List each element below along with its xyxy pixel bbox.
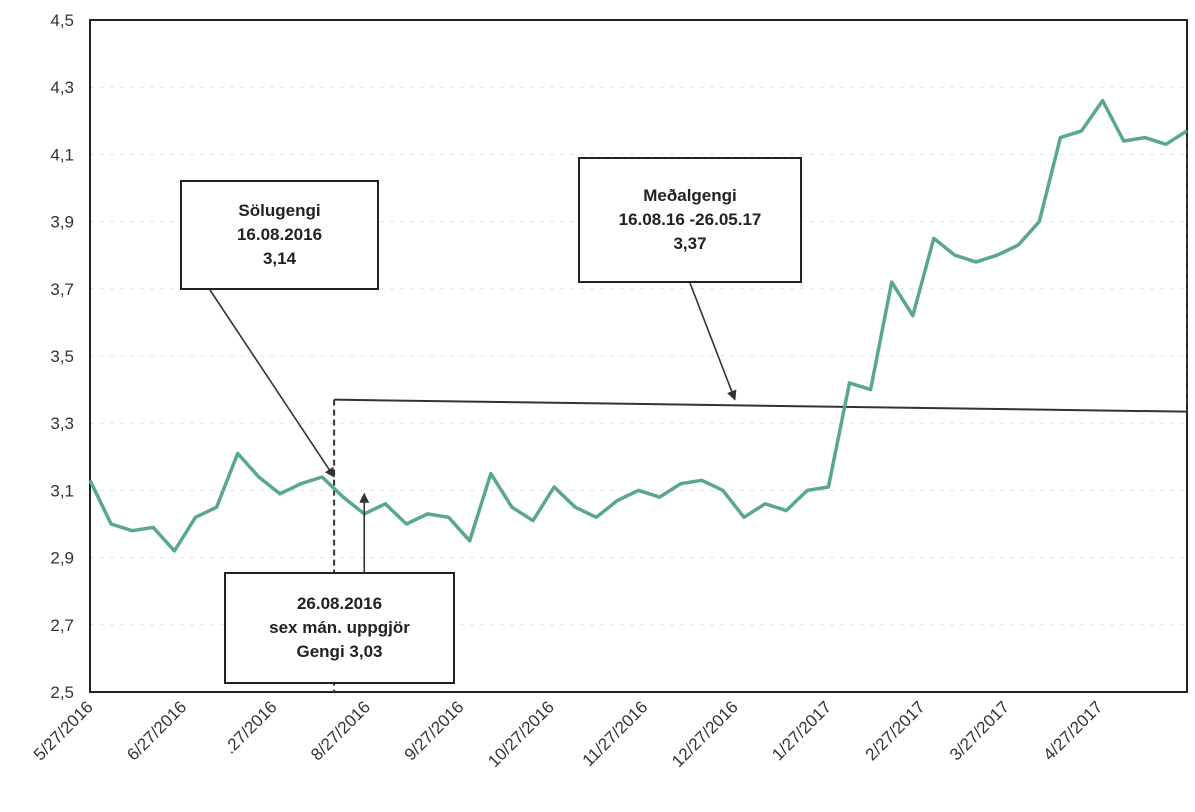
sale-rate-callout: Sölugengi 16.08.2016 3,14 xyxy=(180,180,379,290)
y-tick-label: 3,7 xyxy=(50,280,74,299)
x-tick-label: 8/27/2016 xyxy=(307,697,374,764)
y-tick-label: 4,5 xyxy=(50,11,74,30)
half-year-report-callout: 26.08.2016 sex mán. uppgjör Gengi 3,03 xyxy=(224,572,455,684)
callout-line: 16.08.2016 xyxy=(236,225,323,244)
x-tick-label: 3/27/2017 xyxy=(946,697,1013,764)
plot-area xyxy=(89,19,1188,693)
average-rate-line xyxy=(334,398,1188,413)
x-tick-label: 4/27/2017 xyxy=(1040,697,1107,764)
x-tick-label: 12/27/2016 xyxy=(668,697,742,771)
y-tick-label: 3,3 xyxy=(50,414,74,433)
y-tick-label: 2,5 xyxy=(50,683,74,702)
callout-line: 16.08.16 -26.05.17 xyxy=(618,210,762,229)
y-axis: 2,5 2,7 2,9 3,1 3,3 3,5 3,7 3,9 4,1 4,3 4,5 xyxy=(50,11,74,702)
average-rate-callout: Meðalgengi 16.08.16 -26.05.17 3,37 xyxy=(578,157,802,283)
callout-line: 26.08.2016 xyxy=(296,594,383,613)
x-tick-label: 11/27/2016 xyxy=(579,697,652,770)
callout-line: 3,37 xyxy=(673,234,707,253)
y-tick-label: 3,9 xyxy=(50,213,74,232)
callout-line: 3,14 xyxy=(262,249,297,268)
callout-line: Sölugengi xyxy=(238,201,321,220)
y-tick-label: 2,9 xyxy=(50,549,74,568)
y-tick-label: 2,7 xyxy=(50,616,74,635)
annotation-arrows xyxy=(209,282,737,572)
annotation-arrow xyxy=(689,282,737,401)
y-tick-label: 4,3 xyxy=(50,78,74,97)
callout-line: sex mán. uppgjör xyxy=(269,618,410,637)
y-tick-label: 4,1 xyxy=(50,145,74,164)
x-tick-label: 2/27/2017 xyxy=(862,697,929,764)
callout-line: Meðalgengi xyxy=(643,186,737,205)
y-tick-label: 3,5 xyxy=(50,347,74,366)
x-tick-label: 10/27/2016 xyxy=(484,697,558,771)
y-tick-label: 3,1 xyxy=(50,481,74,500)
x-tick-label: 5/27/2016 xyxy=(30,697,97,764)
x-tick-label: 6/27/2016 xyxy=(123,697,190,764)
x-tick-label: .27/2016 xyxy=(220,697,280,757)
x-axis: 5/27/2016 6/27/2016 .27/2016 8/27/2016 9/27/… xyxy=(30,697,1107,771)
annotation-arrow xyxy=(209,289,335,478)
x-tick-label: 9/27/2016 xyxy=(401,697,468,764)
series-line xyxy=(88,98,1188,553)
x-tick-label: 1/27/2017 xyxy=(768,697,835,764)
callout-line: Gengi 3,03 xyxy=(296,642,383,661)
